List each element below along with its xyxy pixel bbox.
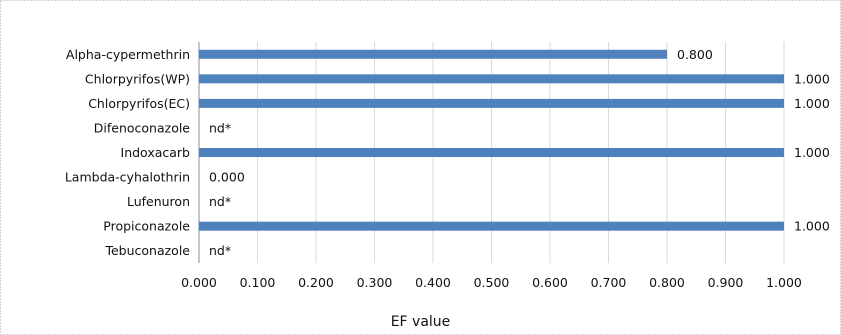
bar: [199, 49, 667, 59]
x-axis-label: EF value: [390, 314, 451, 330]
category-label: Alpha-cypermethrin: [66, 47, 190, 62]
bar: [199, 221, 784, 231]
data-label: nd*: [209, 243, 231, 258]
category-label: Lufenuron: [127, 194, 190, 209]
x-tick-label: 0.600: [532, 275, 568, 290]
category-label: Propiconazole: [103, 219, 190, 234]
category-label: Chlorpyrifos(WP): [85, 71, 190, 86]
x-tick-label: 1.000: [766, 275, 802, 290]
data-label: nd*: [209, 194, 231, 209]
x-tick-label: 0.700: [591, 275, 627, 290]
x-tick-label: 0.400: [415, 275, 451, 290]
bar: [199, 148, 784, 157]
category-labels: Alpha-cypermethrin Chlorpyrifos(WP) Chlorp…: [65, 47, 190, 258]
x-tick-label: 0.900: [708, 275, 744, 290]
data-labels: 0.800 1.000 1.000 nd* 1.000 0.000 nd* 1.000 nd*: [209, 47, 830, 258]
x-tick-label: 0.100: [240, 275, 276, 290]
category-label: Tebuconazole: [104, 243, 190, 258]
category-label: Indoxacarb: [121, 145, 191, 160]
x-tick-label: 0.300: [357, 275, 393, 290]
category-label: Difenoconazole: [94, 120, 191, 135]
bars: [199, 49, 784, 231]
x-tick-label: 0.200: [298, 275, 334, 290]
category-label: Chlorpyrifos(EC): [88, 96, 190, 111]
data-label: 1.000: [794, 71, 830, 86]
category-label: Lambda-cyhalothrin: [65, 170, 190, 185]
x-tick-labels: 0.000 0.100 0.200 0.300 0.400 0.500 0.600 0.700…: [181, 275, 802, 290]
bar: [199, 74, 784, 84]
data-label: 0.800: [677, 47, 713, 62]
data-label: nd*: [209, 120, 231, 135]
x-tick-label: 0.500: [474, 275, 510, 290]
data-label: 1.000: [794, 145, 830, 160]
x-tick-label: 0.800: [649, 275, 685, 290]
data-label: 1.000: [794, 219, 830, 234]
data-label: 1.000: [794, 96, 830, 111]
x-tick-label: 0.000: [181, 275, 217, 290]
data-label: 0.000: [209, 170, 245, 185]
bar: [199, 98, 784, 108]
